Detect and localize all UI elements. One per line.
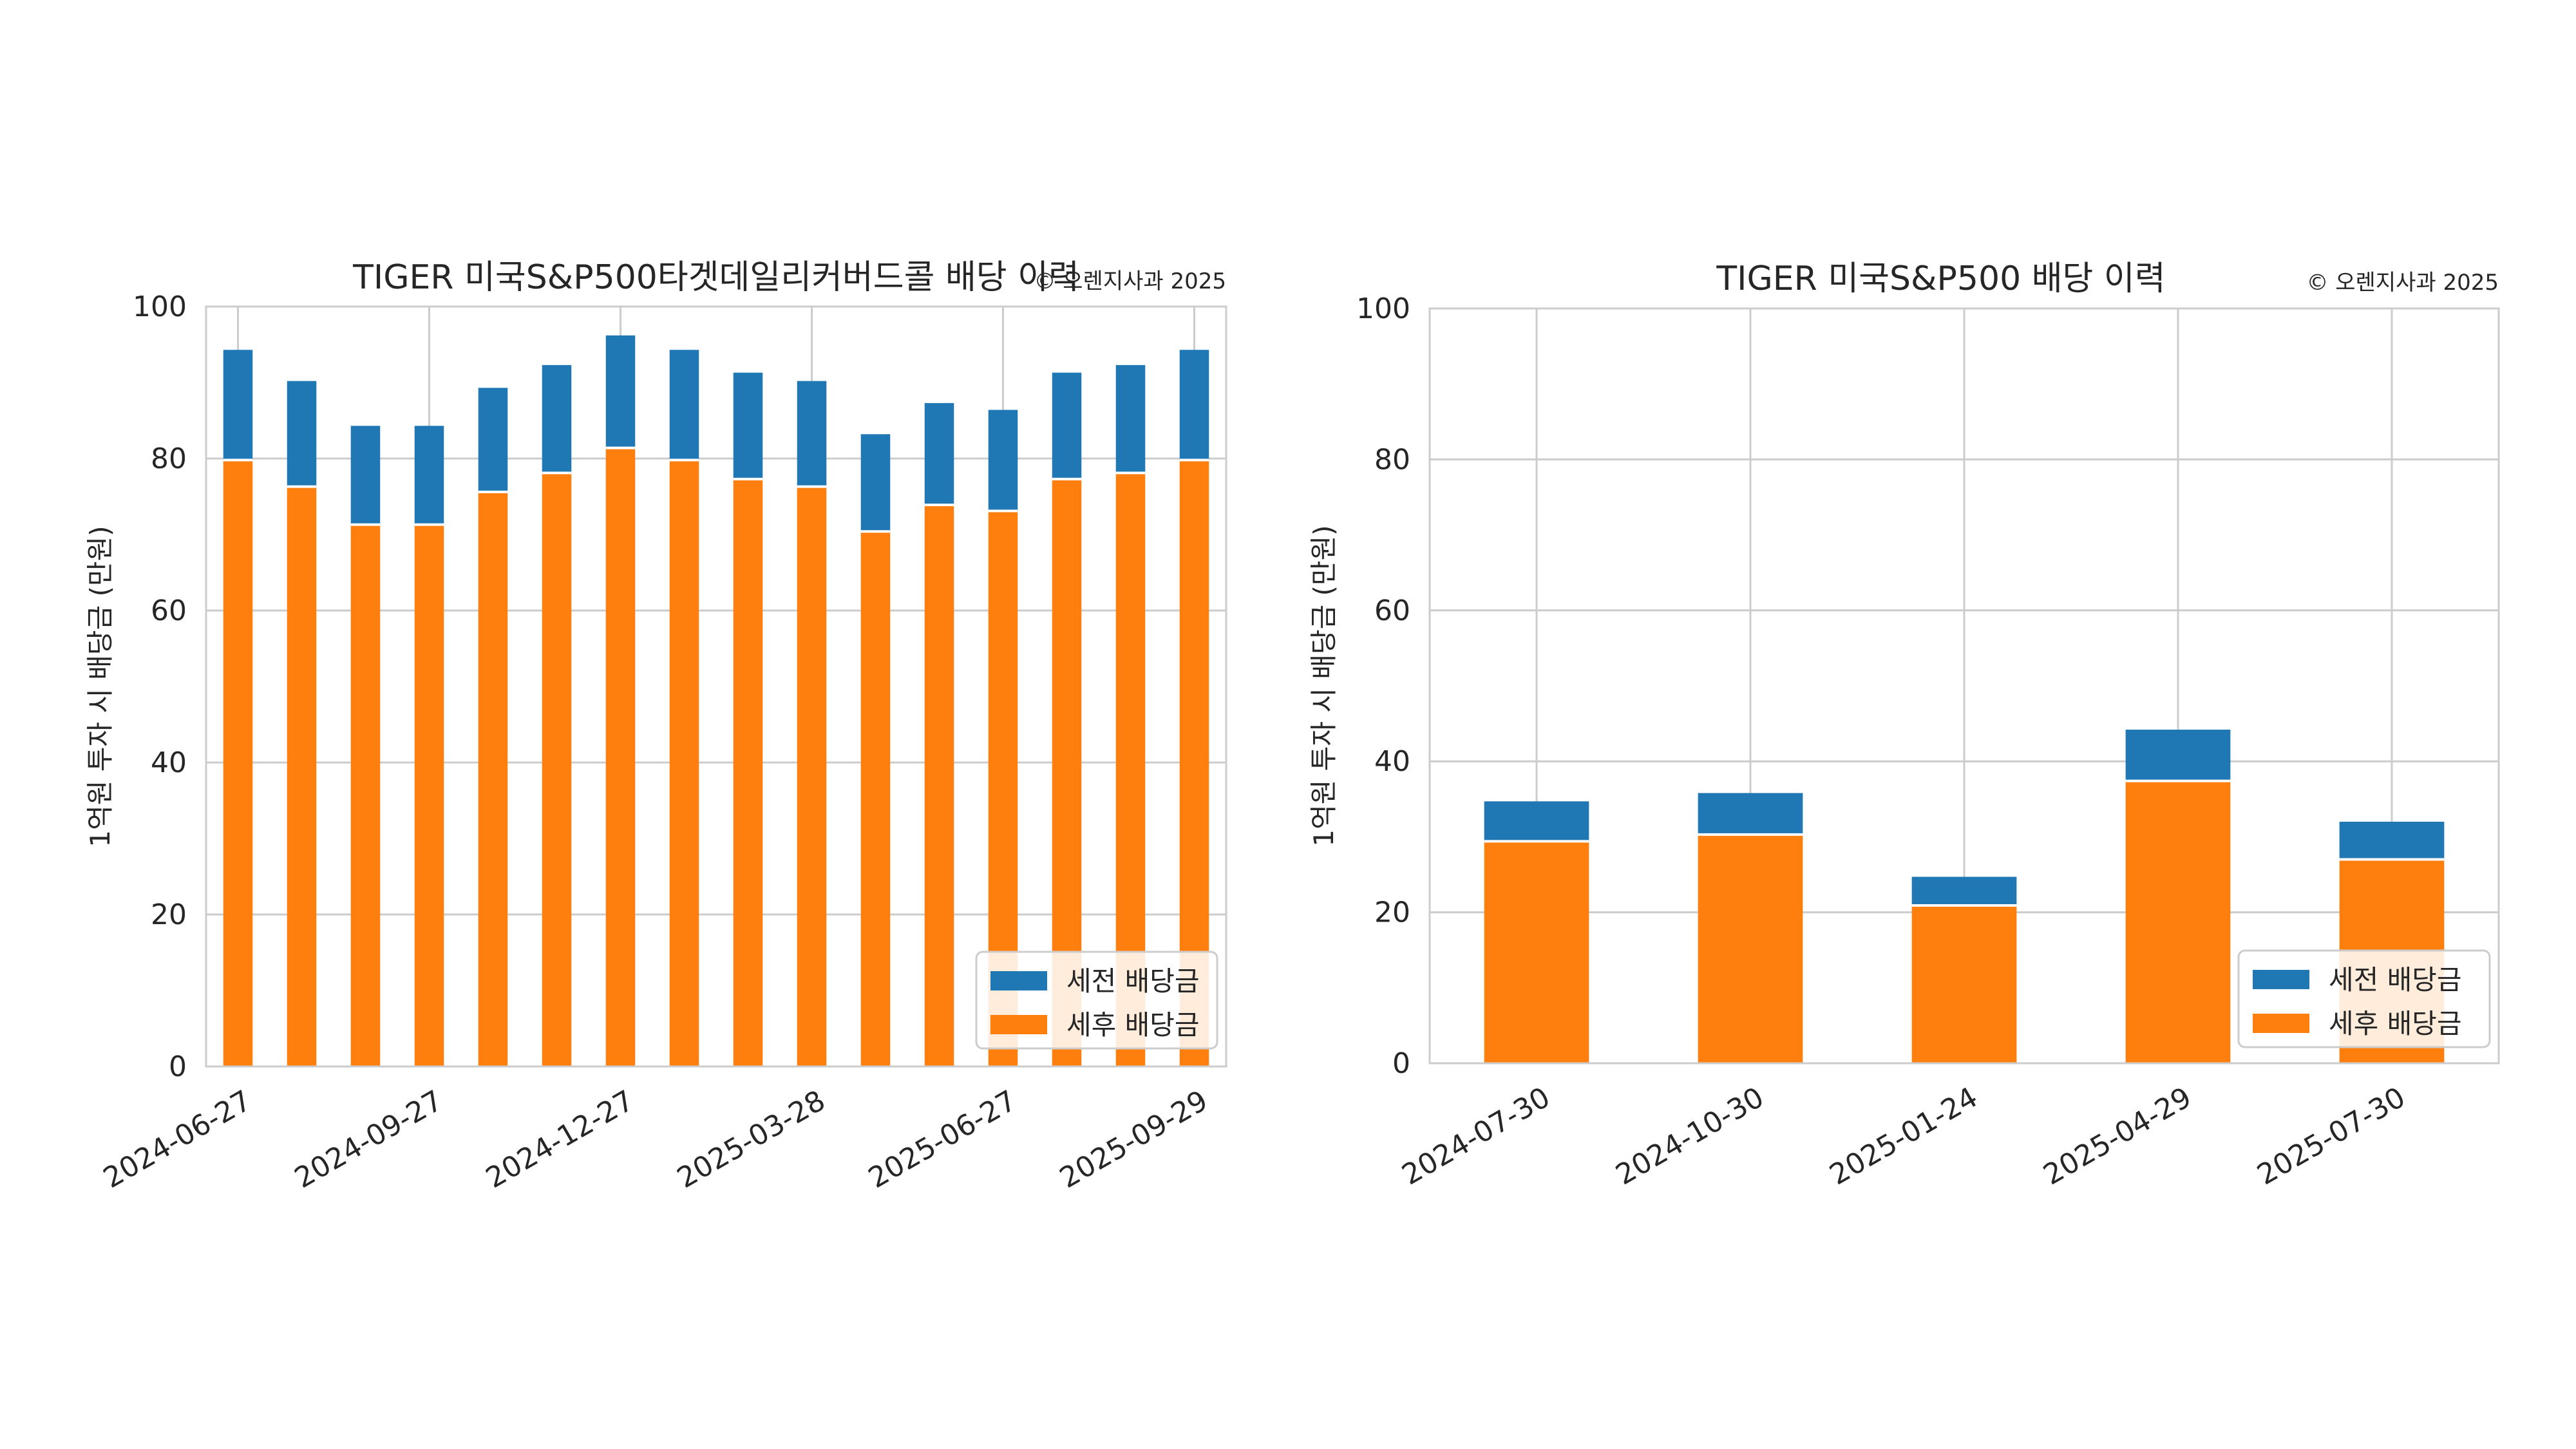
- bar-pre-tax: [860, 434, 891, 532]
- y-tick-label: 40: [1374, 745, 1410, 778]
- bar-after-tax: [669, 460, 699, 1066]
- y-tick-label: 0: [169, 1050, 187, 1083]
- legend-label: 세후 배당금: [2329, 1008, 2462, 1039]
- y-tick-label: 60: [151, 594, 187, 627]
- y-axis-label: 1억원 투자 시 배당금 (만원): [84, 526, 116, 847]
- legend-swatch: [2253, 1014, 2309, 1033]
- bar-pre-tax: [414, 426, 444, 525]
- y-axis-label: 1억원 투자 시 배당금 (만원): [1308, 525, 1340, 846]
- x-tick-label: 2024-07-30: [1397, 1081, 1556, 1191]
- bar-pre-tax: [733, 372, 763, 479]
- legend-label: 세후 배당금: [1066, 1009, 1200, 1041]
- chart-title: TIGER 미국S&P500타겟데일리커버드콜 배당 이력: [352, 258, 1079, 297]
- y-tick-label: 100: [1356, 292, 1410, 325]
- legend-label: 세전 배당금: [1066, 965, 1200, 997]
- bar-after-tax: [1911, 905, 2017, 1063]
- bar-after-tax: [223, 460, 253, 1066]
- y-tick-label: 100: [133, 290, 187, 323]
- bar-pre-tax: [605, 335, 636, 448]
- y-tick-label: 40: [151, 746, 187, 779]
- bar-after-tax: [1484, 841, 1589, 1063]
- bar-pre-tax: [1115, 365, 1146, 473]
- bar-pre-tax: [797, 381, 827, 487]
- bar-after-tax: [733, 478, 763, 1066]
- y-tick-label: 80: [151, 442, 187, 475]
- y-tick-label: 60: [1374, 594, 1410, 627]
- legend-swatch: [2253, 970, 2309, 989]
- bar-after-tax: [605, 448, 636, 1066]
- bar-after-tax: [1698, 834, 1803, 1063]
- bar-pre-tax: [223, 350, 253, 460]
- bar-pre-tax: [1052, 372, 1082, 479]
- legend-label: 세전 배당금: [2329, 964, 2462, 996]
- bar-after-tax: [2125, 781, 2231, 1063]
- bar-pre-tax: [1911, 876, 2017, 906]
- bar-pre-tax: [478, 388, 508, 492]
- bar-after-tax: [860, 531, 891, 1066]
- chart-title: TIGER 미국S&P500 배당 이력: [1716, 260, 2165, 298]
- copyright-text: © 오렌지사과 2025: [1034, 269, 1226, 294]
- bar-after-tax: [542, 473, 572, 1066]
- y-tick-label: 20: [1374, 896, 1410, 929]
- bar-after-tax: [414, 524, 444, 1066]
- bar-pre-tax: [287, 381, 317, 487]
- bar-pre-tax: [1698, 793, 1803, 835]
- bar-pre-tax: [542, 365, 572, 473]
- bar-after-tax: [478, 491, 508, 1066]
- bar-pre-tax: [2125, 729, 2231, 781]
- bar-after-tax: [287, 486, 317, 1066]
- bar-pre-tax: [924, 402, 954, 505]
- bar-pre-tax: [988, 410, 1018, 511]
- axes-frame: [1428, 307, 2500, 1065]
- bar-pre-tax: [2339, 821, 2445, 860]
- x-tick-label: 2025-04-29: [2038, 1081, 2197, 1191]
- axes-frame: [205, 305, 1227, 1068]
- bar-after-tax: [797, 486, 827, 1066]
- bar-pre-tax: [669, 350, 699, 460]
- copyright-text: © 오렌지사과 2025: [2306, 270, 2499, 296]
- bar-after-tax: [350, 524, 381, 1066]
- x-tick-label: 2025-01-24: [1824, 1081, 1984, 1191]
- x-tick-label: 2024-10-30: [1611, 1081, 1770, 1191]
- bar-pre-tax: [1179, 350, 1209, 460]
- bar-pre-tax: [1484, 801, 1589, 842]
- legend-swatch: [990, 1015, 1047, 1034]
- bar-after-tax: [924, 504, 954, 1066]
- y-tick-label: 0: [1392, 1047, 1410, 1080]
- y-tick-label: 20: [151, 898, 187, 931]
- x-tick-label: 2025-07-30: [2252, 1081, 2411, 1191]
- legend-swatch: [990, 971, 1047, 990]
- y-tick-label: 80: [1374, 443, 1410, 476]
- bar-pre-tax: [350, 426, 381, 525]
